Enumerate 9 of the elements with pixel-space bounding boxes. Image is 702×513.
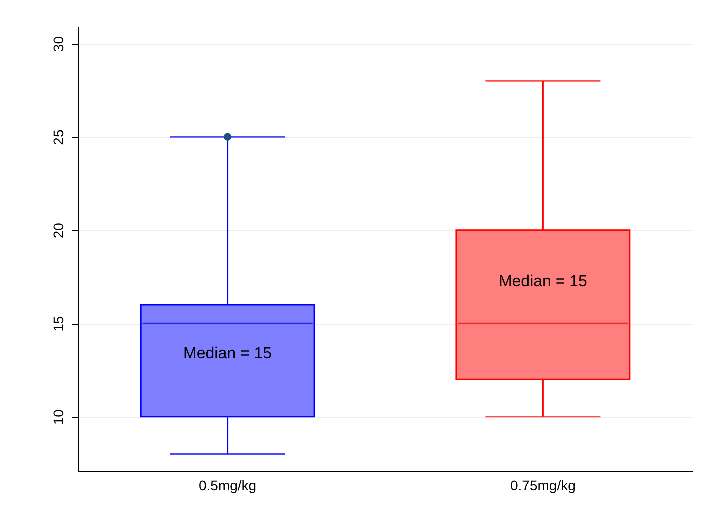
y-tick-label: 20 — [50, 222, 66, 239]
annotation: Median = 15 — [184, 345, 272, 362]
y-tick-label: 10 — [50, 409, 66, 426]
y-tick-label: 25 — [50, 130, 66, 146]
x-tick-label: 0.5mg/kg — [199, 478, 257, 494]
y-tick-label: 30 — [50, 36, 66, 52]
y-tick-label: 15 — [50, 316, 66, 332]
x-tick-label: 0.75mg/kg — [510, 478, 576, 494]
annotation: Median = 15 — [498, 274, 588, 291]
